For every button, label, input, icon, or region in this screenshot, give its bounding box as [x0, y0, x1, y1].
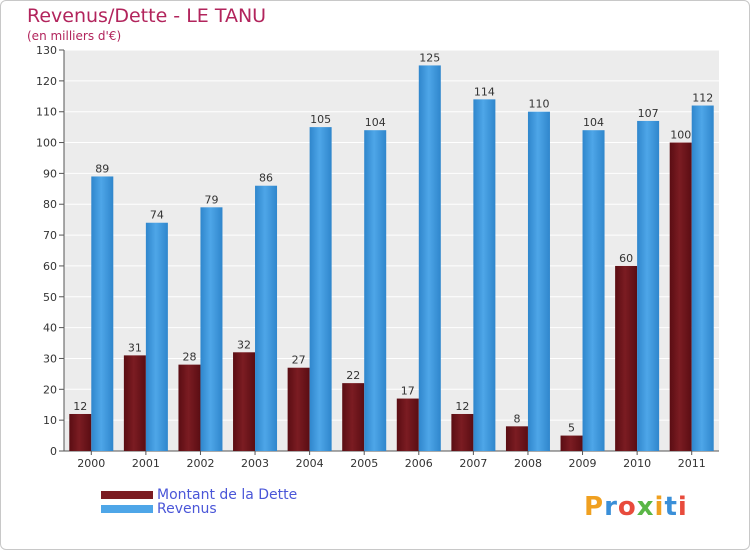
y-tick-label: 80 — [43, 198, 57, 211]
data-label-revenue: 104 — [365, 116, 386, 129]
y-tick-label: 50 — [43, 291, 57, 304]
data-label-debt: 5 — [568, 422, 575, 435]
bar-debt — [233, 352, 256, 451]
y-tick-label: 60 — [43, 260, 57, 273]
data-label-revenue: 107 — [638, 107, 659, 120]
bar-debt — [342, 383, 365, 451]
y-tick-label: 40 — [43, 322, 57, 335]
proxiti-logo: Proxiti — [584, 492, 688, 522]
bar-revenue — [145, 222, 168, 451]
x-tick-label: 2010 — [623, 457, 651, 470]
y-tick-label: 0 — [50, 445, 57, 458]
bar-revenue — [309, 127, 332, 451]
legend-label-revenue: Revenus — [157, 501, 217, 517]
bar-revenue — [418, 65, 441, 451]
data-label-revenue: 86 — [259, 172, 273, 185]
logo-letter: t — [664, 492, 678, 522]
x-tick-label: 2001 — [132, 457, 160, 470]
data-label-debt: 32 — [237, 338, 251, 351]
x-tick-label: 2009 — [569, 457, 597, 470]
bar-revenue — [255, 185, 278, 451]
logo-letter: i — [654, 492, 665, 522]
logo-letter: o — [617, 492, 637, 522]
y-tick-label: 90 — [43, 167, 57, 180]
data-label-revenue: 74 — [150, 209, 164, 222]
x-tick-label: 2004 — [296, 457, 324, 470]
data-label-revenue: 125 — [419, 51, 440, 64]
x-tick-label: 2007 — [459, 457, 487, 470]
data-label-debt: 28 — [182, 351, 196, 364]
bar-revenue — [91, 176, 114, 451]
logo-letter: i — [677, 492, 688, 522]
x-tick-label: 2005 — [350, 457, 378, 470]
data-label-revenue: 110 — [528, 98, 549, 111]
logo-letter: r — [604, 492, 618, 522]
bar-debt — [451, 413, 474, 451]
bar-debt — [396, 398, 419, 451]
bar-revenue — [527, 111, 550, 451]
y-tick-label: 100 — [36, 137, 57, 150]
bar-debt — [69, 413, 92, 451]
x-tick-label: 2003 — [241, 457, 269, 470]
bar-revenue — [473, 99, 496, 451]
data-label-revenue: 105 — [310, 113, 331, 126]
y-tick-label: 110 — [36, 106, 57, 119]
logo-letter: x — [636, 492, 655, 522]
data-label-revenue: 104 — [583, 116, 604, 129]
bar-debt — [615, 265, 638, 451]
data-label-debt: 17 — [401, 385, 415, 398]
bar-revenue — [582, 130, 605, 451]
legend-swatch-revenue — [101, 505, 153, 513]
data-label-debt: 12 — [73, 400, 87, 413]
chart-title: Revenus/Dette - LE TANU — [27, 5, 267, 27]
x-tick-label: 2000 — [77, 457, 105, 470]
bar-debt — [178, 364, 201, 451]
y-tick-label: 20 — [43, 383, 57, 396]
bar-revenue — [200, 207, 223, 451]
x-tick-label: 2011 — [678, 457, 706, 470]
x-tick-label: 2008 — [514, 457, 542, 470]
data-label-debt: 8 — [513, 412, 520, 425]
bar-debt — [123, 355, 146, 451]
y-tick-label: 130 — [36, 44, 57, 57]
y-tick-label: 120 — [36, 75, 57, 88]
data-label-debt: 31 — [128, 341, 142, 354]
logo-letter: P — [584, 492, 605, 522]
x-tick-label: 2002 — [186, 457, 214, 470]
plot-area — [64, 50, 719, 451]
chart-subtitle: (en milliers d'€) — [27, 29, 122, 43]
data-label-debt: 60 — [619, 252, 633, 265]
legend-item-debt: Montant de la Dette — [101, 487, 297, 503]
bar-revenue — [691, 105, 714, 452]
bar-debt — [560, 435, 583, 451]
bar-debt — [669, 142, 692, 452]
data-label-debt: 100 — [670, 129, 691, 142]
legend-swatch-debt — [101, 491, 153, 499]
bar-debt — [287, 367, 310, 451]
data-label-debt: 12 — [455, 400, 469, 413]
bar-revenue — [364, 130, 387, 451]
data-label-revenue: 79 — [204, 193, 218, 206]
bar-debt — [505, 426, 528, 451]
y-tick-label: 30 — [43, 352, 57, 365]
legend-label-debt: Montant de la Dette — [157, 487, 298, 503]
data-label-revenue: 89 — [95, 162, 109, 175]
x-tick-label: 2006 — [405, 457, 433, 470]
data-label-debt: 27 — [292, 354, 306, 367]
data-label-revenue: 114 — [474, 85, 495, 98]
data-label-debt: 22 — [346, 369, 360, 382]
bar-revenue — [637, 120, 660, 451]
y-tick-label: 10 — [43, 414, 57, 427]
data-label-revenue: 112 — [692, 92, 713, 105]
legend-item-revenue: Revenus — [101, 501, 217, 517]
y-tick-label: 70 — [43, 229, 57, 242]
